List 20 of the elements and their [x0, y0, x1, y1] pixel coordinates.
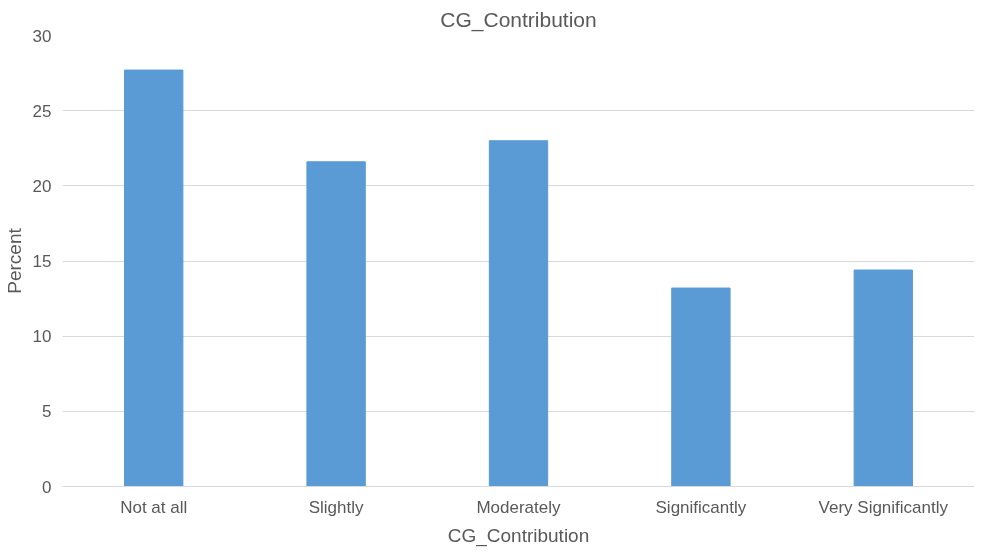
y-axis-title: Percent [3, 227, 25, 294]
y-tick-label: 25 [32, 101, 52, 121]
y-tick-label: 15 [32, 252, 52, 271]
x-tick-label: Not at all [120, 497, 188, 517]
x-axis-title: CG_Contribution [447, 524, 590, 547]
chart-title: CG_Contribution [440, 7, 597, 32]
x-tick-label: Moderately [476, 497, 562, 517]
bar [306, 161, 366, 487]
bar [488, 140, 549, 487]
y-tick-label: 10 [32, 327, 52, 347]
y-tick-label: 30 [32, 26, 52, 46]
bar [853, 269, 913, 487]
y-tick-label: 0 [42, 477, 52, 497]
x-tick-label: Significantly [655, 497, 747, 517]
bar [124, 69, 184, 487]
x-tick-label: Very Significantly [818, 497, 949, 517]
bar [671, 287, 731, 487]
y-tick-label: 5 [42, 402, 52, 422]
x-tick-label: Slightly [308, 497, 364, 517]
y-tick-label: 20 [32, 176, 52, 196]
